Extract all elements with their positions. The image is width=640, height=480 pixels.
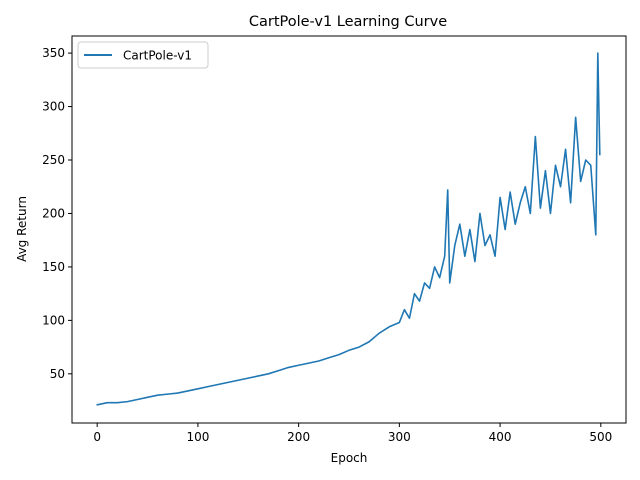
- y-axis-label: Avg Return: [15, 196, 29, 262]
- data-layer: [96, 52, 601, 406]
- legend: CartPole-v1: [77, 41, 209, 69]
- x-tick-label: 500: [589, 430, 612, 444]
- x-axis-label: Epoch: [331, 451, 368, 465]
- legend-box: [77, 41, 209, 69]
- y-axis-ticks: 50 100 150 200 250 300 350: [42, 46, 72, 381]
- y-tick-label: 200: [42, 206, 65, 220]
- y-tick-label: 150: [42, 260, 65, 274]
- y-tick-label: 350: [42, 46, 65, 60]
- plot-area: [71, 35, 627, 424]
- x-tick-label: 300: [388, 430, 411, 444]
- series-line: [96, 52, 601, 406]
- y-tick-label: 100: [42, 313, 65, 327]
- y-tick-label: 300: [42, 100, 65, 114]
- y-tick-label: 50: [50, 367, 65, 381]
- x-tick-label: 400: [489, 430, 512, 444]
- x-axis-ticks: 0 100 200 300 400 500: [93, 423, 612, 444]
- axes-frame: [71, 35, 627, 424]
- y-tick-label: 250: [42, 153, 65, 167]
- legend-label: CartPole-v1: [123, 49, 192, 63]
- x-tick-label: 200: [287, 430, 310, 444]
- x-tick-label: 100: [186, 430, 209, 444]
- chart-title: CartPole-v1 Learning Curve: [249, 14, 447, 30]
- x-tick-label: 0: [93, 430, 101, 444]
